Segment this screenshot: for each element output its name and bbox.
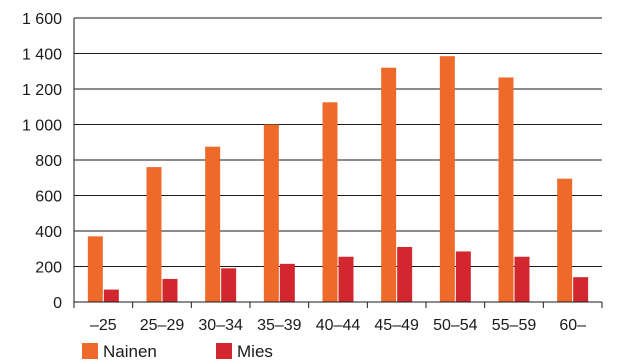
legend: Nainen Mies bbox=[82, 342, 273, 361]
x-tick-label: 30–34 bbox=[198, 317, 243, 334]
bar-nainen-4 bbox=[322, 102, 338, 302]
x-tick-label: 35–39 bbox=[257, 317, 302, 334]
bar-nainen-5 bbox=[381, 67, 397, 302]
bar-mies-8 bbox=[573, 277, 589, 302]
legend-swatch-mies bbox=[216, 343, 232, 359]
y-tick-label: 200 bbox=[35, 260, 62, 277]
bar-mies-4 bbox=[338, 256, 354, 302]
bar-nainen-7 bbox=[498, 77, 514, 303]
x-tick-label: 55–59 bbox=[492, 317, 537, 334]
x-axis-tick-labels: –25 25–29 30–34 35–39 40–44 45–49 50–54 55–59 60… bbox=[90, 317, 586, 334]
bar-mies-6 bbox=[455, 251, 471, 302]
x-tick-label: –25 bbox=[90, 317, 117, 334]
x-tick-label: 40–44 bbox=[316, 317, 361, 334]
bar-nainen-2 bbox=[205, 146, 221, 302]
legend-label-mies: Mies bbox=[237, 342, 273, 361]
bar-nainen-3 bbox=[263, 124, 279, 302]
x-tick-label: 45–49 bbox=[374, 317, 419, 334]
y-tick-label: 1 400 bbox=[22, 47, 62, 64]
y-tick-label: 400 bbox=[35, 224, 62, 241]
bar-mies-5 bbox=[397, 246, 413, 302]
y-tick-label: 0 bbox=[53, 295, 62, 312]
bar-nainen-6 bbox=[439, 56, 455, 302]
y-tick-label: 800 bbox=[35, 153, 62, 170]
gridlines bbox=[74, 17, 602, 267]
bar-mies-2 bbox=[221, 268, 237, 302]
bars bbox=[87, 56, 589, 303]
bar-nainen-8 bbox=[557, 178, 573, 302]
bar-nainen-0 bbox=[87, 236, 103, 302]
x-tick-label: 25–29 bbox=[140, 317, 185, 334]
bar-mies-1 bbox=[162, 278, 178, 302]
legend-label-nainen: Nainen bbox=[103, 342, 157, 361]
y-tick-label: 1 000 bbox=[22, 118, 62, 135]
x-tick-label: 50–54 bbox=[433, 317, 478, 334]
bar-mies-3 bbox=[279, 263, 295, 302]
y-tick-label: 1 600 bbox=[22, 11, 62, 28]
legend-swatch-nainen bbox=[82, 343, 98, 359]
bar-mies-7 bbox=[514, 256, 530, 302]
x-axis-ticks bbox=[73, 302, 603, 308]
bar-nainen-1 bbox=[146, 167, 162, 302]
bar-mies-0 bbox=[103, 289, 119, 302]
y-tick-label: 1 200 bbox=[22, 82, 62, 99]
x-tick-label: 60– bbox=[559, 317, 586, 334]
y-axis-tick-labels: 0 200 400 600 800 1 000 1 200 1 400 1 600 bbox=[22, 11, 62, 312]
y-tick-label: 600 bbox=[35, 189, 62, 206]
